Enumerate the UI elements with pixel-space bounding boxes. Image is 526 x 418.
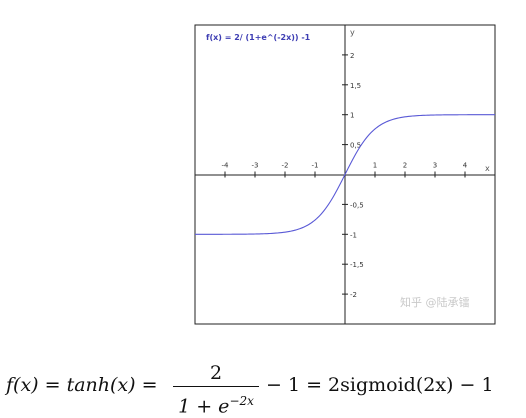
formula-denominator: 1 + e−2x (173, 389, 259, 418)
formula-numerator: 2 (209, 362, 223, 384)
x-axis-label: x (485, 164, 490, 173)
y-tick-label: -1,5 (350, 261, 364, 269)
x-tick-label: 4 (463, 162, 468, 170)
tanh-curve (195, 114, 495, 235)
function-title: f(x) = 2/ (1+e^(-2x)) -1 (206, 33, 311, 42)
denominator-base: 1 + e (178, 395, 230, 418)
y-tick-label: -0,5 (350, 201, 364, 209)
x-tick-label: -1 (312, 162, 319, 170)
watermark: 知乎 @陆承镭 (400, 295, 470, 309)
y-axis-label: y (350, 28, 355, 37)
x-tick-label: -4 (222, 162, 230, 170)
y-tick-label: -2 (350, 291, 357, 299)
y-tick-label: -1 (350, 231, 357, 239)
y-tick-label: 0,5 (350, 142, 361, 150)
formula-rhs: − 1 = 2sigmoid(2x) − 1 (266, 374, 494, 396)
y-tick-label: 2 (350, 52, 354, 60)
tanh-formula: f(x) = tanh(x) = 2 1 + e−2x − 1 = 2sigmo… (6, 362, 526, 418)
x-tick-label: 3 (433, 162, 437, 170)
x-tick-label: -3 (252, 162, 259, 170)
tanh-chart: -4 -3 -2 -1 1 2 3 4 2 1,5 1 0,5 -0,5 -1 -1,5 -2 f(x) =… (194, 24, 496, 325)
formula-fraction: 2 1 + e−2x (173, 362, 259, 418)
formula-lhs: f(x) = tanh(x) = (6, 374, 158, 396)
denominator-exponent: −2x (229, 394, 254, 408)
x-tick-label: 2 (403, 162, 407, 170)
fraction-bar (173, 386, 259, 387)
x-tick-label: 1 (373, 162, 377, 170)
y-tick-label: 1,5 (350, 82, 361, 90)
y-tick-label: 1 (350, 112, 354, 120)
x-tick-label: -2 (282, 162, 289, 170)
